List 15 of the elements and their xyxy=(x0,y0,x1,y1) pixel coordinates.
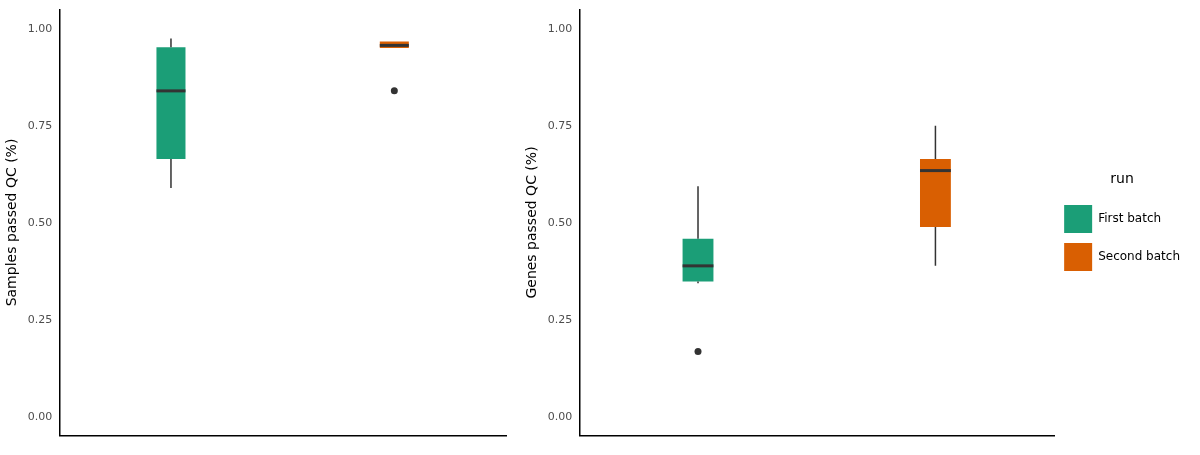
y-tick-label: 0.50 xyxy=(547,215,573,229)
y-tick-label: 0.25 xyxy=(27,313,53,327)
y-tick-label: 0.00 xyxy=(27,410,53,424)
legend-label: First batch xyxy=(1098,211,1162,226)
y-tick-label: 0.00 xyxy=(547,410,573,424)
y-tick-label: 0.75 xyxy=(27,118,53,132)
y-tick-label: 0.25 xyxy=(547,313,573,327)
y-axis-title: Genes passed QC (%) xyxy=(523,146,540,299)
y-axis-title: Samples passed QC (%) xyxy=(3,138,20,307)
legend-title: run xyxy=(1110,169,1134,186)
y-tick-label: 0.50 xyxy=(27,215,53,229)
y-tick-label: 1.00 xyxy=(27,21,53,35)
y-tick-label: 0.75 xyxy=(547,118,573,132)
y-tick-label: 1.00 xyxy=(547,21,573,35)
legend-label: Second batch xyxy=(1098,249,1180,264)
